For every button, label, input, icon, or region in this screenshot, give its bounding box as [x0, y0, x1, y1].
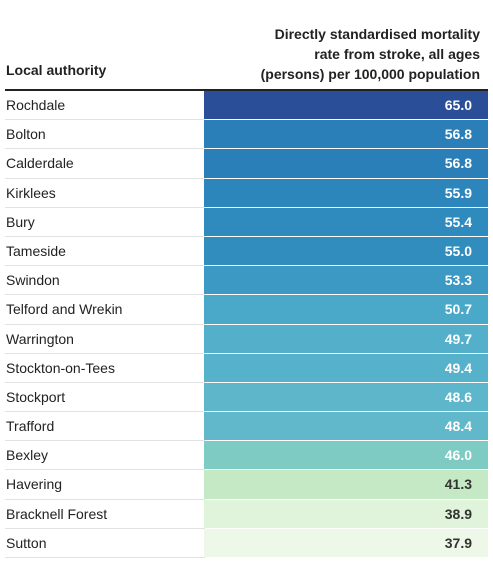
authority-name: Stockton-on-Tees	[6, 359, 115, 376]
table-row: Bolton 56.8	[0, 120, 493, 150]
column-header-authority: Local authority	[6, 62, 107, 78]
rate-cell: 48.4	[204, 412, 488, 441]
rate-value: 55.0	[444, 242, 472, 259]
table-row: Sutton 37.9	[0, 528, 493, 558]
table-row: Warrington 49.7	[0, 324, 493, 354]
rate-cell: 46.0	[204, 441, 488, 470]
table-row: Telford and Wrekin 50.7	[0, 295, 493, 325]
authority-name: Bury	[6, 213, 35, 230]
rate-cell: 41.3	[204, 470, 488, 499]
table-row: Bury 55.4	[0, 207, 493, 237]
table-row: Rochdale 65.0	[0, 91, 493, 121]
rate-value: 50.7	[444, 301, 472, 318]
row-separator	[5, 411, 205, 413]
row-separator	[5, 498, 205, 500]
table-row: Bracknell Forest 38.9	[0, 499, 493, 529]
row-separator	[5, 148, 205, 150]
rate-value: 48.4	[444, 418, 472, 435]
authority-name: Calderdale	[6, 155, 74, 172]
authority-name: Stockport	[6, 388, 66, 405]
row-separator	[5, 381, 205, 383]
rate-value: 48.6	[444, 388, 472, 405]
row-separator	[5, 323, 205, 325]
rate-cell: 48.6	[204, 382, 488, 412]
column-header-rate-line2: rate from stroke, all ages	[314, 46, 480, 62]
authority-name: Trafford	[6, 418, 55, 435]
rate-value: 55.4	[444, 213, 472, 230]
row-separator	[5, 119, 205, 121]
column-header-rate: Directly standardised mortality rate fro…	[200, 24, 480, 84]
rate-value: 41.3	[444, 476, 472, 493]
row-separator	[5, 557, 205, 558]
table-body: Rochdale 65.0 Bolton 56.8 Calderdale 56.8 Kirk…	[0, 91, 493, 558]
rate-cell: 53.3	[204, 266, 488, 295]
authority-name: Sutton	[6, 534, 47, 551]
rate-cell: 56.8	[204, 120, 488, 149]
row-separator	[5, 469, 205, 471]
rate-value: 53.3	[444, 272, 472, 289]
rate-cell: 50.7	[204, 295, 488, 324]
rate-cell: 55.9	[204, 178, 488, 207]
row-separator	[5, 352, 205, 354]
rate-value: 55.9	[444, 184, 472, 201]
authority-name: Havering	[6, 476, 63, 493]
table-row: Stockton-on-Tees 49.4	[0, 353, 493, 383]
authority-name: Rochdale	[6, 97, 66, 113]
authority-name: Bolton	[6, 126, 46, 143]
row-separator	[5, 440, 205, 442]
rate-cell: 38.9	[204, 499, 488, 528]
row-separator	[5, 294, 205, 296]
table-row: Havering 41.3	[0, 470, 493, 500]
row-separator	[5, 206, 205, 208]
rate-cell: 55.4	[204, 207, 488, 236]
table-row: Trafford 48.4	[0, 412, 493, 442]
rate-value: 38.9	[444, 505, 472, 522]
table-row: Kirklees 55.9	[0, 178, 493, 208]
authority-name: Kirklees	[6, 184, 56, 201]
rate-value: 49.4	[444, 359, 472, 376]
row-separator	[5, 235, 205, 237]
authority-name: Warrington	[6, 330, 74, 347]
row-separator	[5, 177, 205, 179]
row-separator	[5, 265, 205, 267]
authority-name: Bexley	[6, 447, 49, 464]
rate-cell: 49.4	[204, 353, 488, 382]
authority-name: Telford and Wrekin	[6, 301, 123, 318]
table-row: Calderdale 56.8	[0, 149, 493, 179]
rate-cell: 49.7	[204, 324, 488, 353]
rate-value: 56.8	[444, 126, 472, 143]
rate-cell: 56.8	[204, 149, 488, 178]
rate-cell: 37.9	[204, 528, 488, 557]
authority-name: Tameside	[6, 242, 66, 259]
rate-cell: 55.0	[204, 236, 488, 266]
table-row: Tameside 55.0	[0, 236, 493, 267]
rate-value: 37.9	[444, 534, 472, 551]
row-separator	[5, 527, 205, 529]
column-header-rate-line1: Directly standardised mortality	[274, 26, 480, 42]
authority-name: Swindon	[6, 272, 60, 289]
rate-cell: 65.0	[204, 91, 488, 120]
header-divider	[5, 89, 488, 91]
table-row: Stockport 48.6	[0, 382, 493, 413]
table-row: Swindon 53.3	[0, 266, 493, 296]
authority-name: Bracknell Forest	[6, 505, 108, 522]
column-header-rate-line3: (persons) per 100,000 population	[260, 66, 480, 82]
rate-value: 46.0	[444, 447, 472, 464]
rate-value: 65.0	[444, 97, 472, 113]
rate-value: 49.7	[444, 330, 472, 347]
rate-value: 56.8	[444, 155, 472, 172]
table-row: Bexley 46.0	[0, 441, 493, 471]
